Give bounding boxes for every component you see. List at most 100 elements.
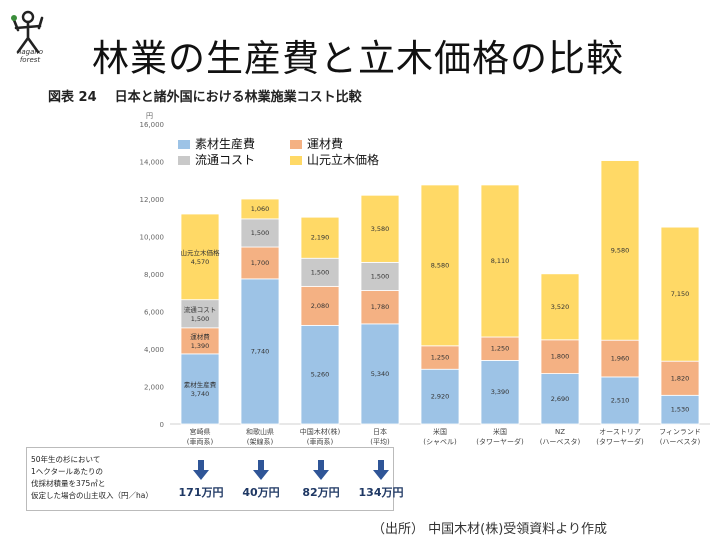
bar-segment: [300, 324, 340, 425]
bar-segment: [240, 246, 280, 280]
data-label: 5,340: [371, 370, 390, 378]
category-label: オーストリア: [599, 428, 641, 436]
down-arrow-icon: [193, 460, 209, 480]
data-label: 1,960: [611, 355, 630, 363]
data-label: 1,780: [371, 303, 390, 311]
bar-segment: [360, 290, 400, 325]
legend-label: 流通コスト: [195, 153, 256, 167]
bar-segment: [240, 198, 280, 220]
segment-tag: 山元立木価格: [181, 248, 221, 257]
bar-segment: [300, 216, 340, 259]
data-label: 9,580: [611, 246, 630, 254]
income-box: 50年生の杉において 1ヘクタールあたりの 伐採材積量を375㎥と 仮定した場合…: [26, 447, 403, 511]
bar-segment: [660, 226, 700, 362]
bar-segment: [480, 184, 520, 338]
category-label: 宮崎県: [190, 427, 211, 436]
data-label: 4,570: [191, 258, 210, 266]
y-tick-label: 8,000: [144, 271, 164, 279]
category-sublabel: (車両系): [187, 437, 214, 446]
y-tick-label: 2,000: [144, 384, 164, 392]
data-label: 1,530: [671, 406, 690, 414]
legend-item: 山元立木価格: [290, 151, 379, 168]
income-value: 134万円: [358, 486, 404, 499]
bar-segment: [420, 368, 460, 425]
bar-segment: [360, 323, 400, 425]
data-label: 1,250: [431, 354, 450, 362]
bar-segment: [180, 213, 220, 301]
data-label: 3,390: [491, 388, 510, 396]
category-sublabel: (タワーヤーダ): [476, 437, 524, 446]
category-label: 米国: [433, 427, 447, 436]
income-note: 50年生の杉において 1ヘクタールあたりの 伐採材積量を375㎥と 仮定した場合…: [31, 455, 153, 500]
data-label: 3,520: [551, 303, 570, 311]
segment-tag: 素材生産費: [184, 380, 217, 389]
data-label: 2,510: [611, 396, 630, 404]
legend-label: 山元立木価格: [307, 153, 380, 167]
data-label: 1,700: [251, 259, 270, 267]
bar-segment: [600, 376, 640, 425]
slide-title: 林業の生産費と立木価格の比較: [92, 37, 624, 80]
bar-segment: [540, 373, 580, 425]
bar-segment: [600, 160, 640, 341]
category-sublabel: (架線系): [247, 437, 274, 446]
legend-label: 素材生産費: [195, 137, 256, 151]
data-label: 1,800: [551, 353, 570, 361]
category-sublabel: (ハーベスタ): [660, 437, 701, 446]
logo-text: nagano forest: [16, 48, 44, 64]
legend-item: 流通コスト: [178, 151, 255, 168]
data-label: 2,920: [431, 393, 450, 401]
data-label: 1,500: [191, 315, 210, 323]
bar-segment: [360, 194, 400, 263]
y-tick-label: 10,000: [140, 234, 165, 242]
data-label: 2,190: [311, 234, 330, 242]
bar-segment: [420, 184, 460, 347]
figure-number: 図表 24: [48, 90, 97, 105]
data-label: 1,250: [491, 345, 510, 353]
legend-item: 運材費: [290, 135, 343, 152]
y-axis-unit: 円: [146, 112, 153, 120]
bar-segment: [660, 394, 700, 425]
category-label: 和歌山県: [246, 427, 274, 436]
down-arrow-icon: [313, 460, 329, 480]
segment-tag: 流通コスト: [184, 305, 217, 314]
bar-segment: [540, 273, 580, 341]
bar-segment: [180, 353, 220, 425]
category-sublabel: (ハーベスタ): [540, 437, 581, 446]
data-label: 7,150: [671, 290, 690, 298]
data-label: 1,500: [371, 272, 390, 280]
legend-swatch: [290, 156, 302, 165]
income-value: 82万円: [302, 486, 340, 499]
legend-item: 素材生産費: [178, 135, 255, 152]
data-label: 8,110: [491, 257, 510, 265]
category-sublabel: (タワーヤーダ): [596, 437, 644, 446]
income-value: 171万円: [178, 486, 224, 499]
logo-icon: [11, 10, 44, 54]
legend-swatch: [290, 140, 302, 149]
down-arrow-icon: [253, 460, 269, 480]
figure-title: 日本と諸外国における林業施業コスト比較: [114, 90, 362, 105]
data-label: 3,580: [371, 225, 390, 233]
bar-segment: [300, 285, 340, 326]
legend-label: 運材費: [307, 137, 344, 151]
category-label: 米国: [493, 427, 507, 436]
y-tick-label: 6,000: [144, 309, 164, 317]
category-label: NZ: [555, 428, 565, 436]
data-label: 2,690: [551, 395, 570, 403]
y-tick-label: 14,000: [140, 159, 165, 167]
y-tick-label: 4,000: [144, 346, 164, 354]
income-value: 40万円: [242, 486, 280, 499]
y-tick-label: 16,000: [140, 121, 165, 129]
bar-segment: [180, 327, 220, 355]
data-label: 1,820: [671, 374, 690, 382]
figure-caption: 図表 24 日本と諸外国における林業施業コスト比較: [48, 86, 362, 105]
legend-swatch: [178, 156, 190, 165]
data-label: 1,500: [311, 268, 330, 276]
source-note: （出所） 中国木材(株)受領資料より作成: [372, 522, 608, 537]
data-label: 1,060: [251, 205, 270, 213]
legend-swatch: [178, 140, 190, 149]
data-label: 7,740: [251, 347, 270, 355]
data-label: 1,500: [251, 229, 270, 237]
category-sublabel: (車両系): [307, 437, 334, 446]
category-label: フィンランド: [659, 428, 701, 436]
